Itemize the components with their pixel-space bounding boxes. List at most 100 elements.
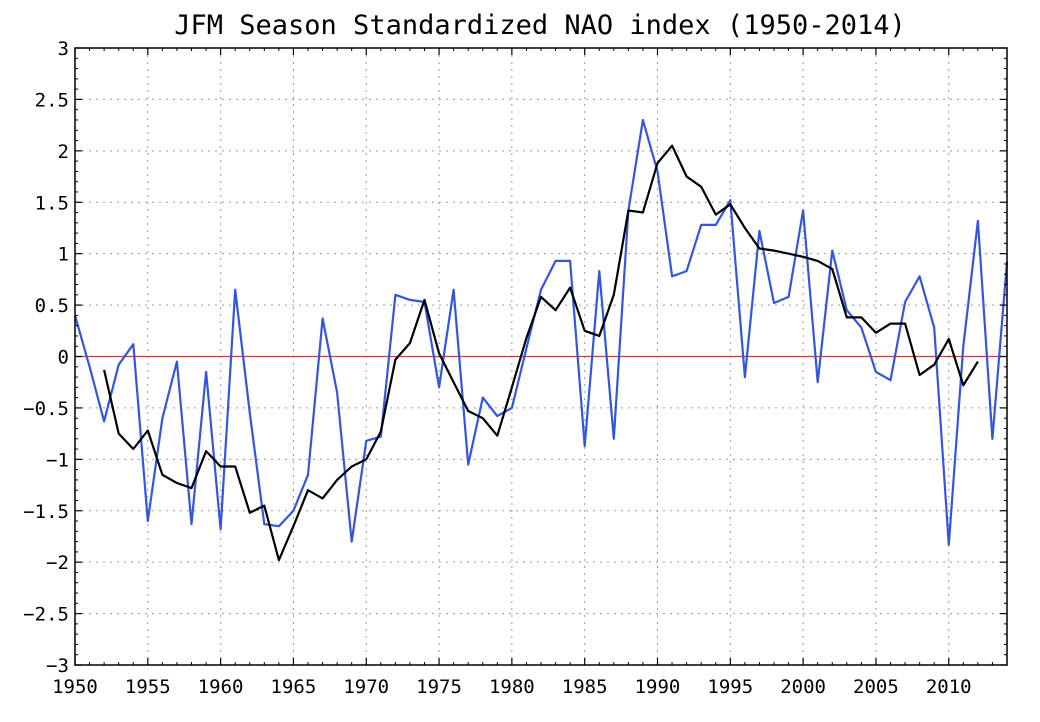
series-1-point <box>904 301 906 303</box>
y-tick-label: −3 <box>46 655 69 677</box>
chart-title: JFM Season Standardized NAO index (1950-… <box>174 10 906 41</box>
y-tick-label: −0.5 <box>23 398 69 420</box>
series-2-point <box>409 342 411 344</box>
series-2-point <box>132 448 134 450</box>
series-2-point <box>729 203 731 205</box>
series-2-point <box>278 559 280 561</box>
series-1-point <box>613 438 615 440</box>
x-tick-label: 1965 <box>271 676 317 698</box>
series-2-point <box>831 268 833 270</box>
series-1-point <box>322 318 324 320</box>
series-1-point <box>176 361 178 363</box>
x-tick-label: 1970 <box>343 676 389 698</box>
series-1-point <box>467 464 469 466</box>
y-tick-label: −2.5 <box>23 604 69 626</box>
series-2-point <box>118 433 120 435</box>
x-tick-label: 1980 <box>489 676 535 698</box>
series-1-point <box>933 327 935 329</box>
series-2-point <box>860 316 862 318</box>
series-1-point <box>307 474 309 476</box>
series-line-1 <box>73 118 1009 546</box>
series-1-point <box>758 230 760 232</box>
series-1-point <box>118 364 120 366</box>
x-tick-label: 2005 <box>853 676 899 698</box>
series-1-point <box>671 275 673 277</box>
series-2-point <box>424 299 426 301</box>
series-1-point <box>598 270 600 272</box>
series-2-point <box>351 466 353 468</box>
series-2-point <box>220 466 222 468</box>
series-2-point <box>365 458 367 460</box>
series-2-point <box>322 497 324 499</box>
series-2-point <box>394 359 396 361</box>
series-2-point <box>438 352 440 354</box>
series-1-point <box>817 381 819 383</box>
series-1-point <box>744 376 746 378</box>
series-1-point <box>540 289 542 291</box>
series-2-point <box>933 364 935 366</box>
series-1-point <box>482 397 484 399</box>
series-2-point <box>307 489 309 491</box>
series-2-point <box>511 386 513 388</box>
series-2-point <box>569 287 571 289</box>
series-1-point <box>380 436 382 438</box>
series-1-point <box>351 541 353 543</box>
x-tick-label: 1990 <box>635 676 681 698</box>
series-2-point <box>292 525 294 527</box>
x-tick-label: 1995 <box>707 676 753 698</box>
series-1-point <box>919 275 921 277</box>
series-1-point <box>773 302 775 304</box>
series-1-point <box>642 119 644 121</box>
series-1-point <box>394 294 396 296</box>
series-1-point <box>686 270 688 272</box>
y-tick-label: 0.5 <box>35 295 69 317</box>
series-1-point <box>263 523 265 525</box>
series-2-point <box>962 384 964 386</box>
x-tick-label: 2010 <box>926 676 972 698</box>
series-2-point <box>191 487 193 489</box>
series-1-point <box>802 210 804 212</box>
series-lines <box>73 118 1009 562</box>
series-1-point <box>875 371 877 373</box>
y-tick-label: 3 <box>58 38 69 60</box>
y-tick-label: −1.5 <box>23 501 69 523</box>
series-1-point <box>220 528 222 530</box>
series-2-point <box>758 248 760 250</box>
series-2-point <box>176 482 178 484</box>
series-2-point <box>890 323 892 325</box>
y-tick-label: −2 <box>46 552 69 574</box>
series-2-point <box>380 431 382 433</box>
series-1-point <box>453 289 455 291</box>
series-2-point <box>948 338 950 340</box>
x-tick-label: 1960 <box>198 676 244 698</box>
x-tick-label: 1950 <box>52 676 98 698</box>
series-1-point <box>991 438 993 440</box>
series-1-point <box>525 347 527 349</box>
series-1-point <box>205 371 207 373</box>
series-1-point <box>977 220 979 222</box>
series-1-point <box>278 525 280 527</box>
series-2-point <box>525 337 527 339</box>
series-2-point <box>846 316 848 318</box>
series-2-point <box>919 374 921 376</box>
series-2-point <box>249 512 251 514</box>
series-1-point <box>569 260 571 262</box>
series-1-point <box>860 327 862 329</box>
series-2-point <box>613 294 615 296</box>
series-2-point <box>205 450 207 452</box>
x-tick-label: 1955 <box>125 676 171 698</box>
series-1-point <box>948 544 950 546</box>
series-2-point <box>715 214 717 216</box>
series-2-point <box>788 253 790 255</box>
series-1-point <box>365 440 367 442</box>
series-1-point <box>715 224 717 226</box>
series-2-point <box>496 435 498 437</box>
series-1-point <box>292 510 294 512</box>
series-2-point <box>744 227 746 229</box>
axis-tick-labels: 1950 1955 1960 1965 1970 1975 1980 1985 1990 1995… <box>23 38 971 698</box>
series-2-point <box>817 260 819 262</box>
series-1-point <box>831 250 833 252</box>
series-1-point <box>511 407 513 409</box>
series-2-point <box>540 296 542 298</box>
